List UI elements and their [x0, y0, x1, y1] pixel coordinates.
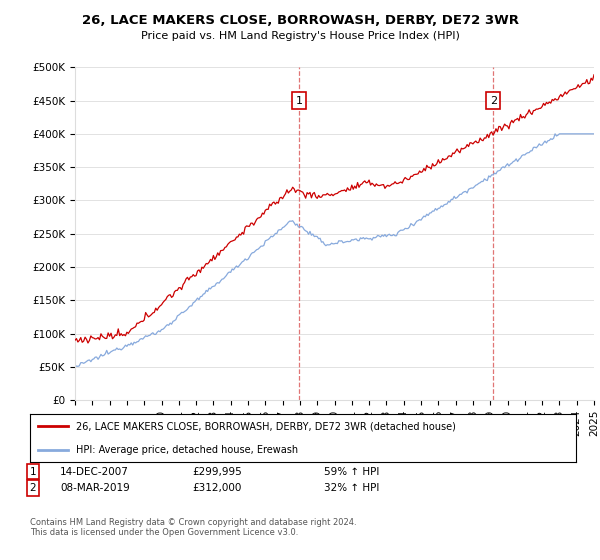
Text: £299,995: £299,995 [192, 466, 242, 477]
Text: 26, LACE MAKERS CLOSE, BORROWASH, DERBY, DE72 3WR: 26, LACE MAKERS CLOSE, BORROWASH, DERBY,… [82, 14, 518, 27]
Text: 59% ↑ HPI: 59% ↑ HPI [324, 466, 379, 477]
Text: HPI: Average price, detached house, Erewash: HPI: Average price, detached house, Erew… [76, 445, 299, 455]
Text: 2: 2 [490, 96, 497, 105]
Text: Contains HM Land Registry data © Crown copyright and database right 2024.
This d: Contains HM Land Registry data © Crown c… [30, 518, 356, 538]
Text: 1: 1 [296, 96, 302, 105]
Text: 2: 2 [29, 483, 37, 493]
Text: Price paid vs. HM Land Registry's House Price Index (HPI): Price paid vs. HM Land Registry's House … [140, 31, 460, 41]
Text: 1: 1 [29, 466, 37, 477]
Text: 32% ↑ HPI: 32% ↑ HPI [324, 483, 379, 493]
Text: £312,000: £312,000 [192, 483, 241, 493]
Text: 14-DEC-2007: 14-DEC-2007 [60, 466, 129, 477]
Text: 26, LACE MAKERS CLOSE, BORROWASH, DERBY, DE72 3WR (detached house): 26, LACE MAKERS CLOSE, BORROWASH, DERBY,… [76, 421, 456, 431]
Text: 08-MAR-2019: 08-MAR-2019 [60, 483, 130, 493]
